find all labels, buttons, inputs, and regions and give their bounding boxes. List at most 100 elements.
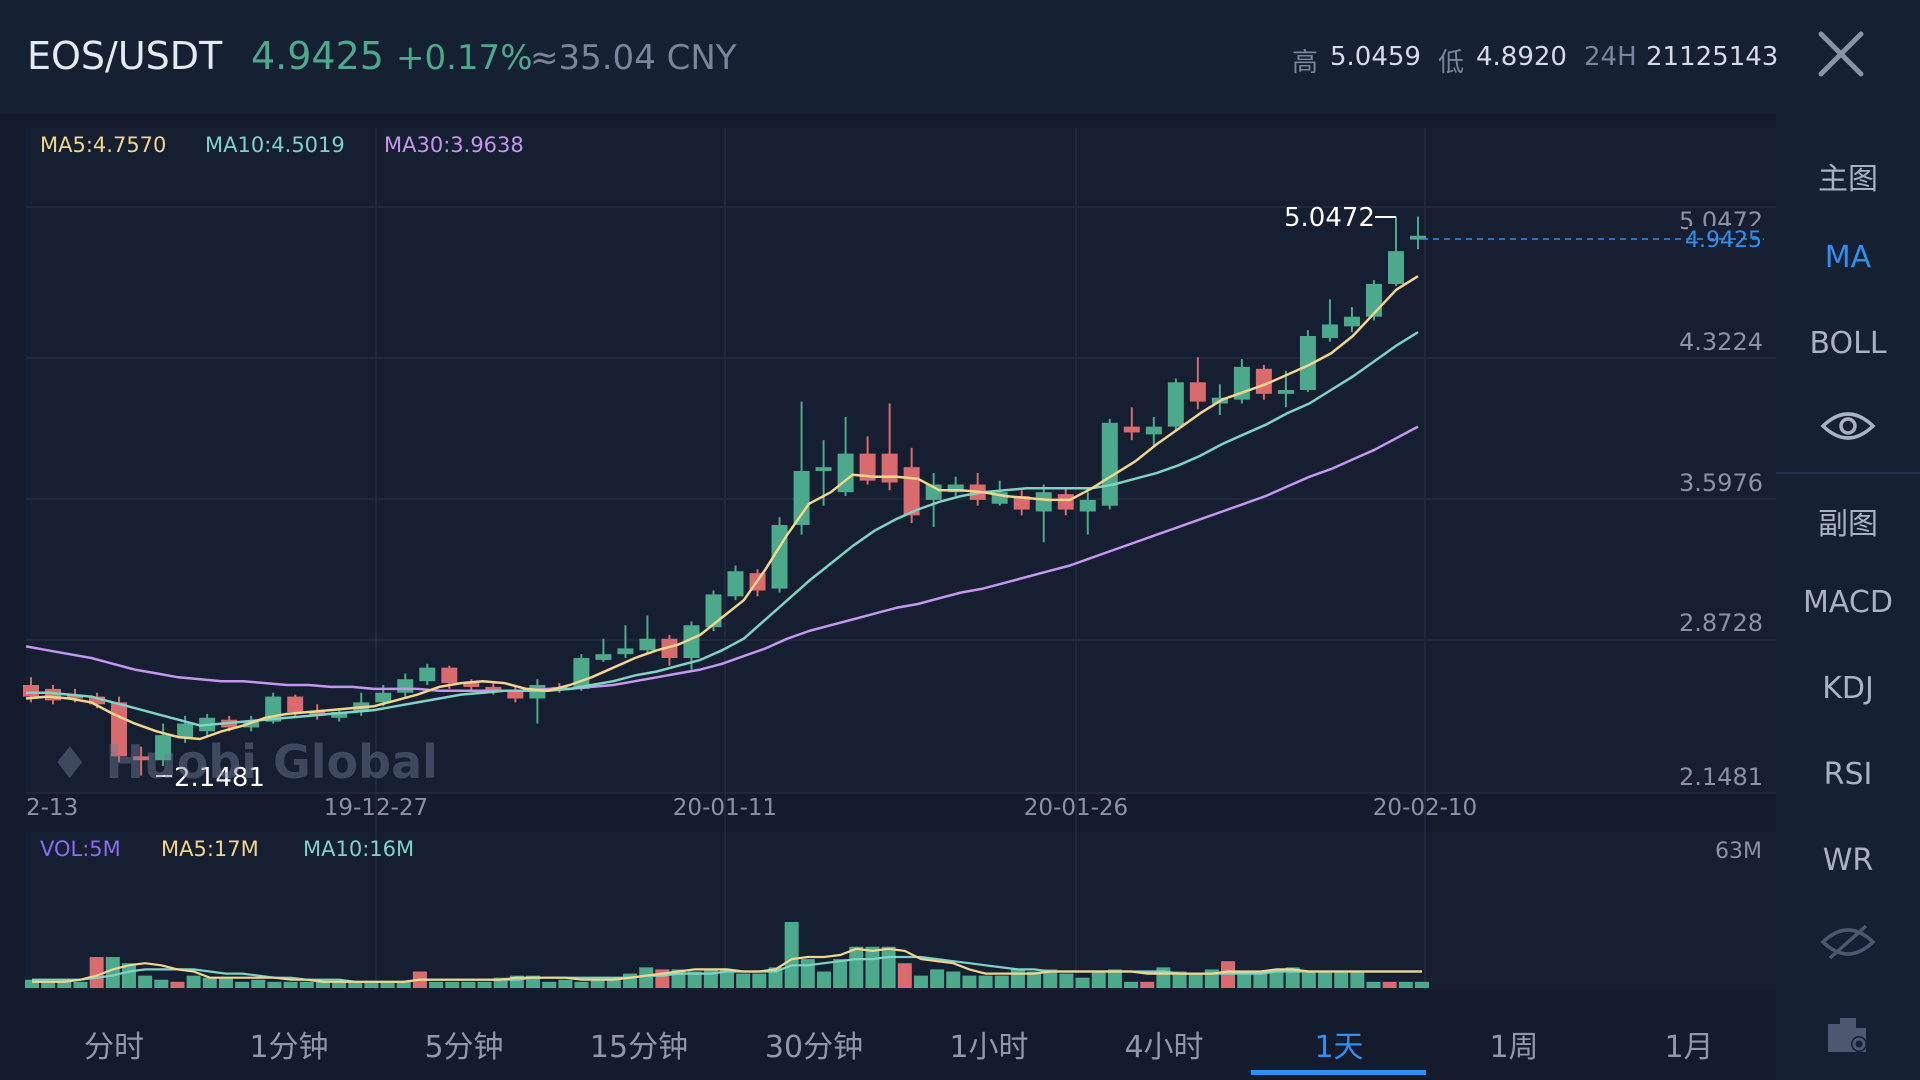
volume-bars	[25, 921, 1429, 988]
candle-body	[1321, 324, 1338, 338]
candle-body	[1057, 494, 1074, 510]
vol24-value: 21125143	[1646, 42, 1779, 72]
price-tick-1: 4.3224	[1679, 328, 1763, 356]
volume-bar	[202, 977, 217, 988]
indicator-side-panel: 主图 MA BOLL 副图 MACD KDJ RSI WR	[1776, 114, 1920, 1080]
price-tick-3: 2.8728	[1679, 609, 1763, 637]
indicator-wr[interactable]: WR	[1822, 843, 1874, 878]
candle-body	[991, 492, 1008, 504]
candle-body	[155, 735, 172, 761]
candle-body	[89, 696, 106, 705]
volume-bar	[218, 977, 233, 988]
volume-bar	[930, 969, 945, 988]
volume-bar	[1107, 969, 1122, 988]
candle-body	[1299, 336, 1316, 390]
candle-body	[331, 712, 348, 718]
volume-bar	[57, 981, 72, 988]
volume-bar	[897, 963, 912, 988]
volume-bar	[348, 981, 363, 988]
chart-area[interactable]: MA5:4.7570 MA10:4.5019 MA30:3.9638 5.047…	[0, 114, 1776, 994]
date-tick-4: 20-02-10	[1373, 795, 1477, 821]
candle-body	[45, 688, 62, 701]
volume-bar	[170, 981, 185, 988]
eye-hidden-icon[interactable]	[1820, 922, 1876, 962]
ma5-line	[25, 275, 1419, 741]
price-change: +0.17%	[396, 38, 533, 78]
indicator-kdj[interactable]: KDJ	[1822, 671, 1874, 706]
volume-bar	[121, 963, 136, 988]
tab-30min[interactable]: 30分钟	[764, 1030, 864, 1065]
volume-bar	[736, 973, 751, 988]
candle-body	[639, 638, 656, 651]
volume-bar	[962, 975, 977, 988]
max-price-label: 5.0472	[1284, 203, 1375, 233]
candle-body	[1343, 316, 1360, 327]
tab-1day[interactable]: 1天	[1314, 1030, 1364, 1065]
volume-bar	[186, 975, 201, 988]
volume-bar	[154, 979, 169, 988]
candle-body	[1410, 235, 1426, 240]
tab-1min[interactable]: 1分钟	[249, 1030, 329, 1065]
indicator-boll[interactable]: BOLL	[1809, 326, 1887, 361]
tab-15min[interactable]: 15分钟	[589, 1030, 689, 1065]
volume-bar	[1269, 969, 1284, 988]
candle-body	[485, 686, 502, 691]
tab-5min[interactable]: 5分钟	[424, 1030, 504, 1065]
ma5-label: MA5:4.7570	[40, 133, 166, 157]
volume-bar	[606, 977, 621, 988]
candle-body	[793, 470, 810, 525]
eye-icon[interactable]	[1820, 408, 1876, 444]
active-tab-indicator	[1251, 1070, 1426, 1075]
volume-bar	[542, 981, 557, 988]
volume-bar	[1124, 981, 1139, 988]
vol-ma10-label: MA10:16M	[303, 837, 414, 861]
volume-bar	[89, 957, 104, 988]
volume-bar	[396, 981, 411, 988]
candle-body	[1123, 426, 1140, 433]
current-price-tag: 4.9425	[1685, 228, 1762, 253]
volume-bar	[994, 975, 1009, 988]
volume-bar	[235, 981, 250, 988]
candle-body	[815, 467, 832, 471]
pair-name[interactable]: EOS/USDT	[27, 34, 223, 78]
close-icon[interactable]	[1815, 28, 1867, 80]
tab-timeline[interactable]: 分时	[84, 1030, 144, 1065]
candle-body	[243, 721, 260, 728]
date-tick-0: 2-13	[26, 795, 78, 821]
tab-1month[interactable]: 1月	[1664, 1030, 1714, 1065]
candle-body	[617, 648, 634, 655]
volume-bar	[865, 946, 880, 988]
volume-bar	[639, 967, 654, 988]
indicator-macd[interactable]: MACD	[1803, 585, 1893, 620]
vol24-label: 24H	[1584, 42, 1637, 72]
tab-1hour[interactable]: 1小时	[949, 1030, 1029, 1065]
vol-ma5-label: MA5:17M	[161, 837, 259, 861]
candle-body	[375, 692, 392, 703]
tab-1week[interactable]: 1周	[1489, 1030, 1539, 1065]
chart-settings-icon[interactable]	[1826, 1014, 1870, 1054]
high-value: 5.0459	[1330, 42, 1421, 72]
volume-bar	[1382, 981, 1397, 988]
volume-bar	[315, 981, 330, 988]
candle-body	[441, 667, 458, 684]
tab-4hour[interactable]: 4小时	[1124, 1030, 1204, 1065]
candle-series	[23, 216, 1426, 776]
candle-body	[1101, 422, 1118, 506]
volume-bar	[1091, 971, 1106, 988]
volume-bar	[590, 979, 605, 988]
candle-body	[947, 484, 964, 493]
volume-bar	[752, 973, 767, 988]
indicator-ma[interactable]: MA	[1824, 240, 1872, 275]
date-tick-2: 20-01-11	[673, 795, 777, 821]
grid-lines	[26, 128, 1776, 990]
volume-bar	[1172, 971, 1187, 988]
volume-bar	[946, 971, 961, 988]
volume-bar	[1301, 971, 1316, 988]
candle-body	[1145, 426, 1162, 435]
volume-bar	[1075, 977, 1090, 988]
high-label: 高	[1292, 48, 1319, 78]
candle-body	[507, 690, 524, 699]
indicator-rsi[interactable]: RSI	[1823, 757, 1873, 792]
volume-bar	[1318, 971, 1333, 988]
kline-panel-bg	[26, 128, 1776, 793]
